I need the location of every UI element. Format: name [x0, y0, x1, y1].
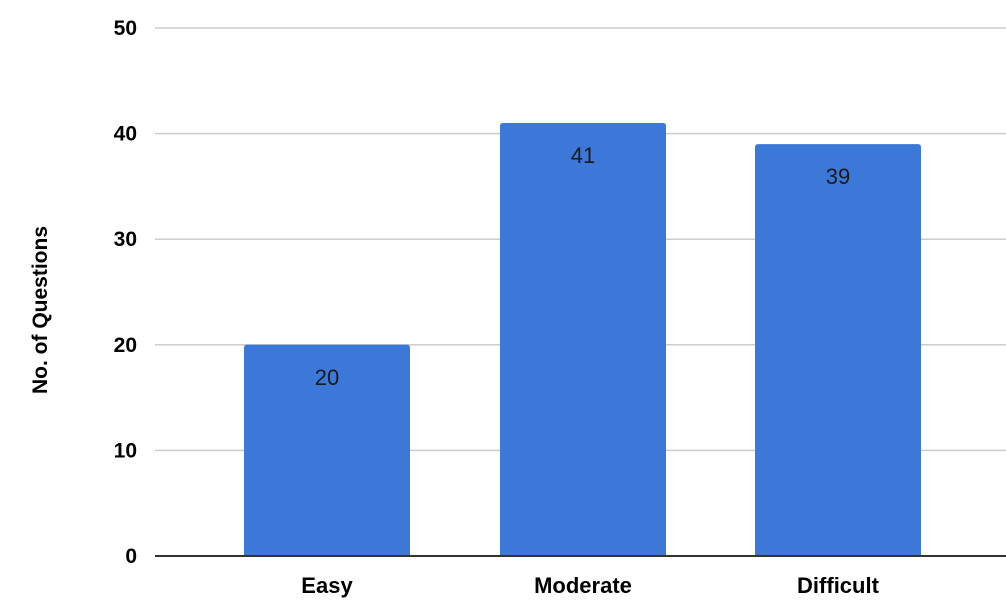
y-axis-ticks: 0 10 20 30 40 50: [114, 17, 137, 568]
x-category-label-moderate: Moderate: [534, 573, 632, 598]
y-tick-label: 0: [125, 545, 137, 568]
data-label-difficult: 39: [826, 164, 850, 189]
bar-moderate: [500, 123, 666, 556]
y-tick-label: 40: [114, 123, 137, 146]
x-axis-categories: Easy Moderate Difficult: [301, 573, 879, 598]
y-axis-title: No. of Questions: [29, 226, 52, 394]
data-label-moderate: 41: [571, 143, 595, 168]
data-labels: 20 41 39: [315, 143, 850, 390]
y-tick-label: 20: [114, 334, 137, 357]
x-category-label-difficult: Difficult: [797, 573, 880, 598]
y-tick-label: 10: [114, 439, 137, 462]
x-category-label-easy: Easy: [301, 573, 353, 598]
y-tick-label: 30: [114, 228, 137, 251]
bar-difficult: [755, 144, 921, 556]
data-label-easy: 20: [315, 365, 339, 390]
y-tick-label: 50: [114, 17, 137, 40]
bars: [244, 123, 921, 556]
bar-easy: [244, 344, 410, 556]
